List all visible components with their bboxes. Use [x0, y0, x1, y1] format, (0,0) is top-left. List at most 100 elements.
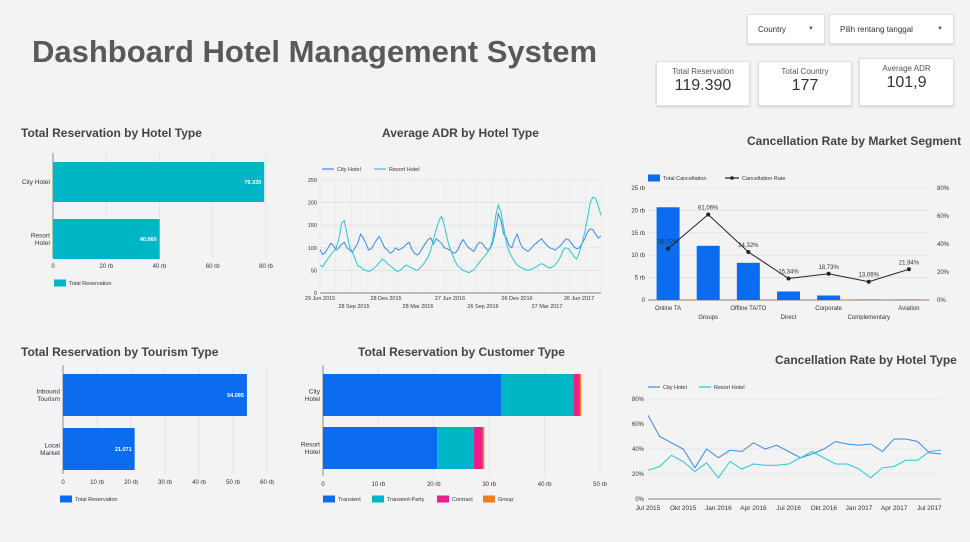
legend-label: Total Cancellation	[663, 176, 706, 182]
bar-data-label: 54.095	[227, 393, 244, 399]
x-category-label: Direct	[781, 315, 797, 321]
x-tick-label: 50 rb	[593, 482, 607, 488]
x-tick-label: 10 rb	[372, 482, 386, 488]
y-tick-label: 0%	[635, 497, 644, 503]
x-tick-label: 0	[61, 480, 65, 486]
y-category-label: City Hotel	[22, 179, 51, 186]
legend-swatch	[437, 495, 449, 503]
rate-data-label: 36,72%	[658, 240, 679, 246]
legend-label: Transient-Party	[387, 497, 425, 503]
x-category-label: Aviation	[898, 306, 919, 312]
legend-label: Transient	[338, 497, 361, 503]
kpi-label: Average ADR	[882, 64, 931, 73]
rate-point	[746, 249, 751, 254]
series-line-1	[647, 449, 942, 479]
country-filter[interactable]: Country ▼	[747, 14, 825, 44]
kpi-total-reservation: Total Reservation 119.390	[656, 61, 750, 106]
y-tick-label: 50	[311, 268, 317, 274]
chart-hotel-type: 0 20 rb 40 rb 60 rb 80 rb 79.330 City Hotel 40.…	[22, 153, 273, 287]
rate-point	[666, 246, 671, 251]
x-tick-label: 20 rb	[427, 482, 441, 488]
chart-cancel-market: 0 5 rb 10 rb 15 rb 20 rb 25 rb 0% 20% 40% 60% 80% O…	[631, 174, 950, 321]
country-filter-label: Country	[758, 24, 787, 34]
bar-data-label: 21.071	[115, 447, 132, 453]
kpi-value: 119.390	[674, 77, 732, 94]
bar-segment	[579, 374, 582, 416]
x-tick-label: Okt 2015	[670, 505, 697, 512]
x-category-label: Corporate	[815, 306, 842, 312]
x-tick-label: 28 Sep 2015	[338, 304, 369, 310]
chart-tourism: 0 10 rb 20 rb 30 rb 40 rb 50 rb 60 rb 54.095 Inb…	[37, 365, 274, 503]
date-range-filter[interactable]: Pilih rentang tanggal ▼	[829, 14, 954, 44]
x-tick-label: 40 rb	[538, 482, 552, 488]
kpi-value: 177	[791, 77, 819, 94]
bar-segment	[573, 374, 580, 416]
legend-swatch	[483, 495, 495, 503]
date-range-filter-label: Pilih rentang tanggal	[840, 24, 913, 34]
x-tick-label: 30 rb	[158, 480, 172, 486]
legend-swatch	[372, 495, 384, 503]
rate-data-label: 34,32%	[738, 243, 759, 249]
y2-tick-label: 80%	[937, 186, 950, 192]
bar-segment	[323, 427, 438, 469]
bar-data-label: 79.330	[244, 180, 261, 186]
y-tick-label: 5 rb	[635, 276, 646, 282]
x-tick-label: 80 rb	[259, 264, 273, 270]
y-category-label: Inbound Tourism	[37, 388, 61, 402]
rate-point	[706, 212, 711, 217]
chevron-down-icon: ▼	[937, 26, 943, 32]
legend-label: City Hotel	[663, 385, 687, 391]
rate-point	[866, 279, 871, 284]
bar-segment	[501, 374, 574, 416]
y-tick-label: 10 rb	[631, 253, 645, 259]
rate-point	[826, 271, 831, 276]
bar-data-label: 40.060	[140, 237, 157, 243]
legend-label: Cancellation Rate	[742, 176, 785, 182]
y-tick-label: 40%	[632, 447, 645, 453]
y-tick-label: 150	[308, 223, 317, 229]
x-tick-label: Jan 2016	[705, 505, 732, 512]
chart-customer-type: 0 10 rb 20 rb 30 rb 40 rb 50 rb City Hotel Resor…	[301, 365, 607, 503]
y2-tick-label: 20%	[937, 270, 950, 276]
x-tick-label: 60 rb	[260, 480, 274, 486]
y-tick-label: 60%	[632, 422, 645, 428]
page-title: Dashboard Hotel Management System	[32, 34, 598, 69]
x-tick-label: 26 Des 2016	[501, 296, 532, 302]
y-category-label: Local Market	[40, 442, 60, 456]
y-tick-label: 0	[642, 298, 646, 304]
x-tick-label: 20 rb	[99, 264, 113, 270]
rate-point	[786, 276, 791, 281]
bar-segment	[323, 374, 502, 416]
x-tick-label: 28 Mar 2016	[403, 304, 434, 310]
legend-swatch	[648, 174, 660, 182]
kpi-value: 101,9	[886, 74, 927, 91]
x-tick-label: 40 rb	[153, 264, 167, 270]
x-category-label: Offline TA/TO	[730, 306, 766, 312]
bar	[696, 245, 720, 300]
y-category-label: Resort Hotel	[301, 441, 321, 455]
x-tick-label: 27 Jun 2016	[435, 296, 465, 302]
rate-data-label: 21,94%	[899, 260, 920, 266]
rate-data-label: 15,34%	[778, 270, 799, 276]
legend-swatch	[60, 495, 72, 503]
series-line-0	[647, 415, 942, 469]
x-tick-label: 10 rb	[90, 480, 104, 486]
x-tick-label: Jul 2017	[917, 505, 942, 512]
x-tick-label: 26 Jun 2017	[564, 296, 594, 302]
legend-label: Total Reservation	[69, 281, 112, 287]
x-tick-label: Jul 2015	[636, 505, 661, 512]
x-category-label: Complementary	[848, 315, 890, 321]
chart-cancel-hotel: 0% 20% 40% 60% 80% Jul 2015 Okt 2015 Jan 2016 Ap…	[632, 385, 942, 512]
kpi-total-country: Total Country 177	[758, 61, 852, 106]
x-category-label: Online TA	[655, 306, 681, 312]
bar-segment	[437, 427, 474, 469]
x-tick-label: 30 rb	[482, 482, 496, 488]
chart-title-tourism: Total Reservation by Tourism Type	[21, 345, 219, 359]
legend-label: Resort Hotel	[389, 167, 420, 173]
bar	[777, 291, 800, 300]
x-tick-label: 40 rb	[192, 480, 206, 486]
x-tick-label: Jul 2016	[776, 505, 801, 512]
x-tick-label: 50 rb	[226, 480, 240, 486]
chart-adr-hotel-type: 0 50 100 150 200 250 29 Jun 2015 28 Des 2015 27 …	[305, 167, 602, 310]
